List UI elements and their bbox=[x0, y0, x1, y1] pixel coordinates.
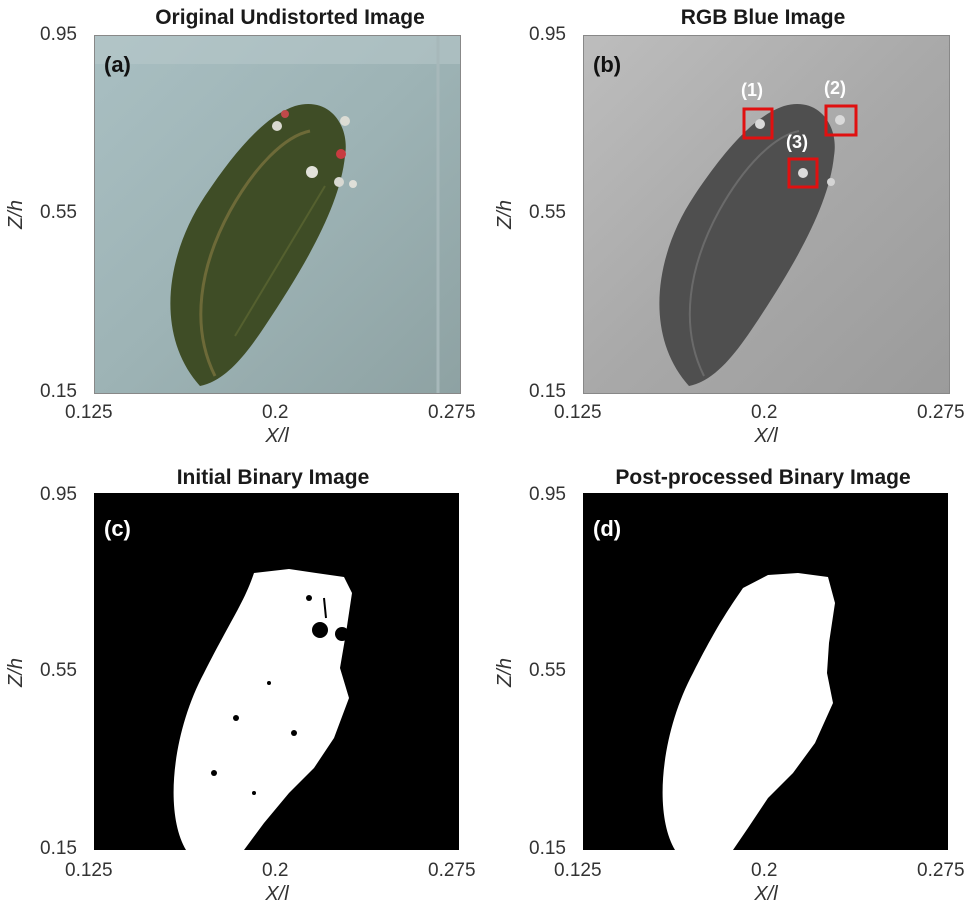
x-axis-label: X/l bbox=[265, 425, 289, 447]
binary-mask-final bbox=[583, 493, 948, 850]
x-tick: 0.125 bbox=[554, 402, 602, 423]
box-label: (3) bbox=[786, 132, 808, 152]
panel-letter: (d) bbox=[593, 516, 622, 541]
x-axis-label: X/l bbox=[754, 425, 778, 447]
panel-title: Original Undistorted Image bbox=[155, 6, 425, 29]
y-axis-label: Z/h bbox=[4, 658, 27, 687]
x-tick: 0.275 bbox=[428, 402, 476, 423]
y-tick: 0.15 bbox=[529, 381, 566, 402]
x-tick: 0.275 bbox=[428, 860, 476, 881]
panel-letter: (a) bbox=[104, 52, 131, 77]
y-tick: 0.15 bbox=[40, 838, 77, 859]
box-label: (1) bbox=[741, 80, 763, 100]
highlight-box bbox=[787, 157, 819, 189]
y-tick: 0.55 bbox=[529, 202, 566, 223]
x-tick: 0.125 bbox=[65, 402, 113, 423]
color-photo bbox=[95, 36, 460, 393]
x-tick: 0.2 bbox=[262, 402, 289, 423]
y-tick: 0.95 bbox=[40, 24, 77, 45]
panel-title: RGB Blue Image bbox=[680, 6, 846, 29]
y-tick: 0.15 bbox=[40, 381, 77, 402]
panel-letter: (b) bbox=[593, 52, 622, 77]
image-frame bbox=[583, 493, 948, 850]
x-tick: 0.125 bbox=[65, 860, 113, 881]
y-axis-label: Z/h bbox=[493, 658, 516, 687]
blue-channel-photo bbox=[584, 36, 949, 393]
x-tick: 0.275 bbox=[917, 860, 965, 881]
y-tick: 0.95 bbox=[40, 484, 77, 505]
x-axis-label: X/l bbox=[265, 883, 289, 905]
x-tick: 0.2 bbox=[751, 402, 778, 423]
y-tick: 0.55 bbox=[529, 660, 566, 681]
panel-letter: (c) bbox=[104, 516, 131, 541]
image-frame bbox=[94, 35, 461, 394]
panel-title: Initial Binary Image bbox=[176, 466, 370, 489]
x-axis-label: X/l bbox=[754, 883, 778, 905]
highlight-box bbox=[824, 104, 858, 137]
x-tick: 0.125 bbox=[554, 860, 602, 881]
highlight-box bbox=[742, 107, 774, 140]
y-axis-label: Z/h bbox=[493, 200, 516, 229]
x-tick: 0.2 bbox=[262, 860, 289, 881]
y-tick: 0.55 bbox=[40, 202, 77, 223]
y-tick: 0.95 bbox=[529, 24, 566, 45]
y-tick: 0.95 bbox=[529, 484, 566, 505]
panel-title: Post-processed Binary Image bbox=[615, 466, 911, 489]
box-label: (2) bbox=[824, 78, 846, 98]
binary-mask-initial bbox=[94, 493, 459, 850]
x-tick: 0.275 bbox=[917, 402, 965, 423]
y-tick: 0.15 bbox=[529, 838, 566, 859]
image-frame bbox=[583, 35, 950, 394]
y-tick: 0.55 bbox=[40, 660, 77, 681]
image-frame bbox=[94, 493, 459, 850]
y-axis-label: Z/h bbox=[4, 200, 27, 229]
x-tick: 0.2 bbox=[751, 860, 778, 881]
